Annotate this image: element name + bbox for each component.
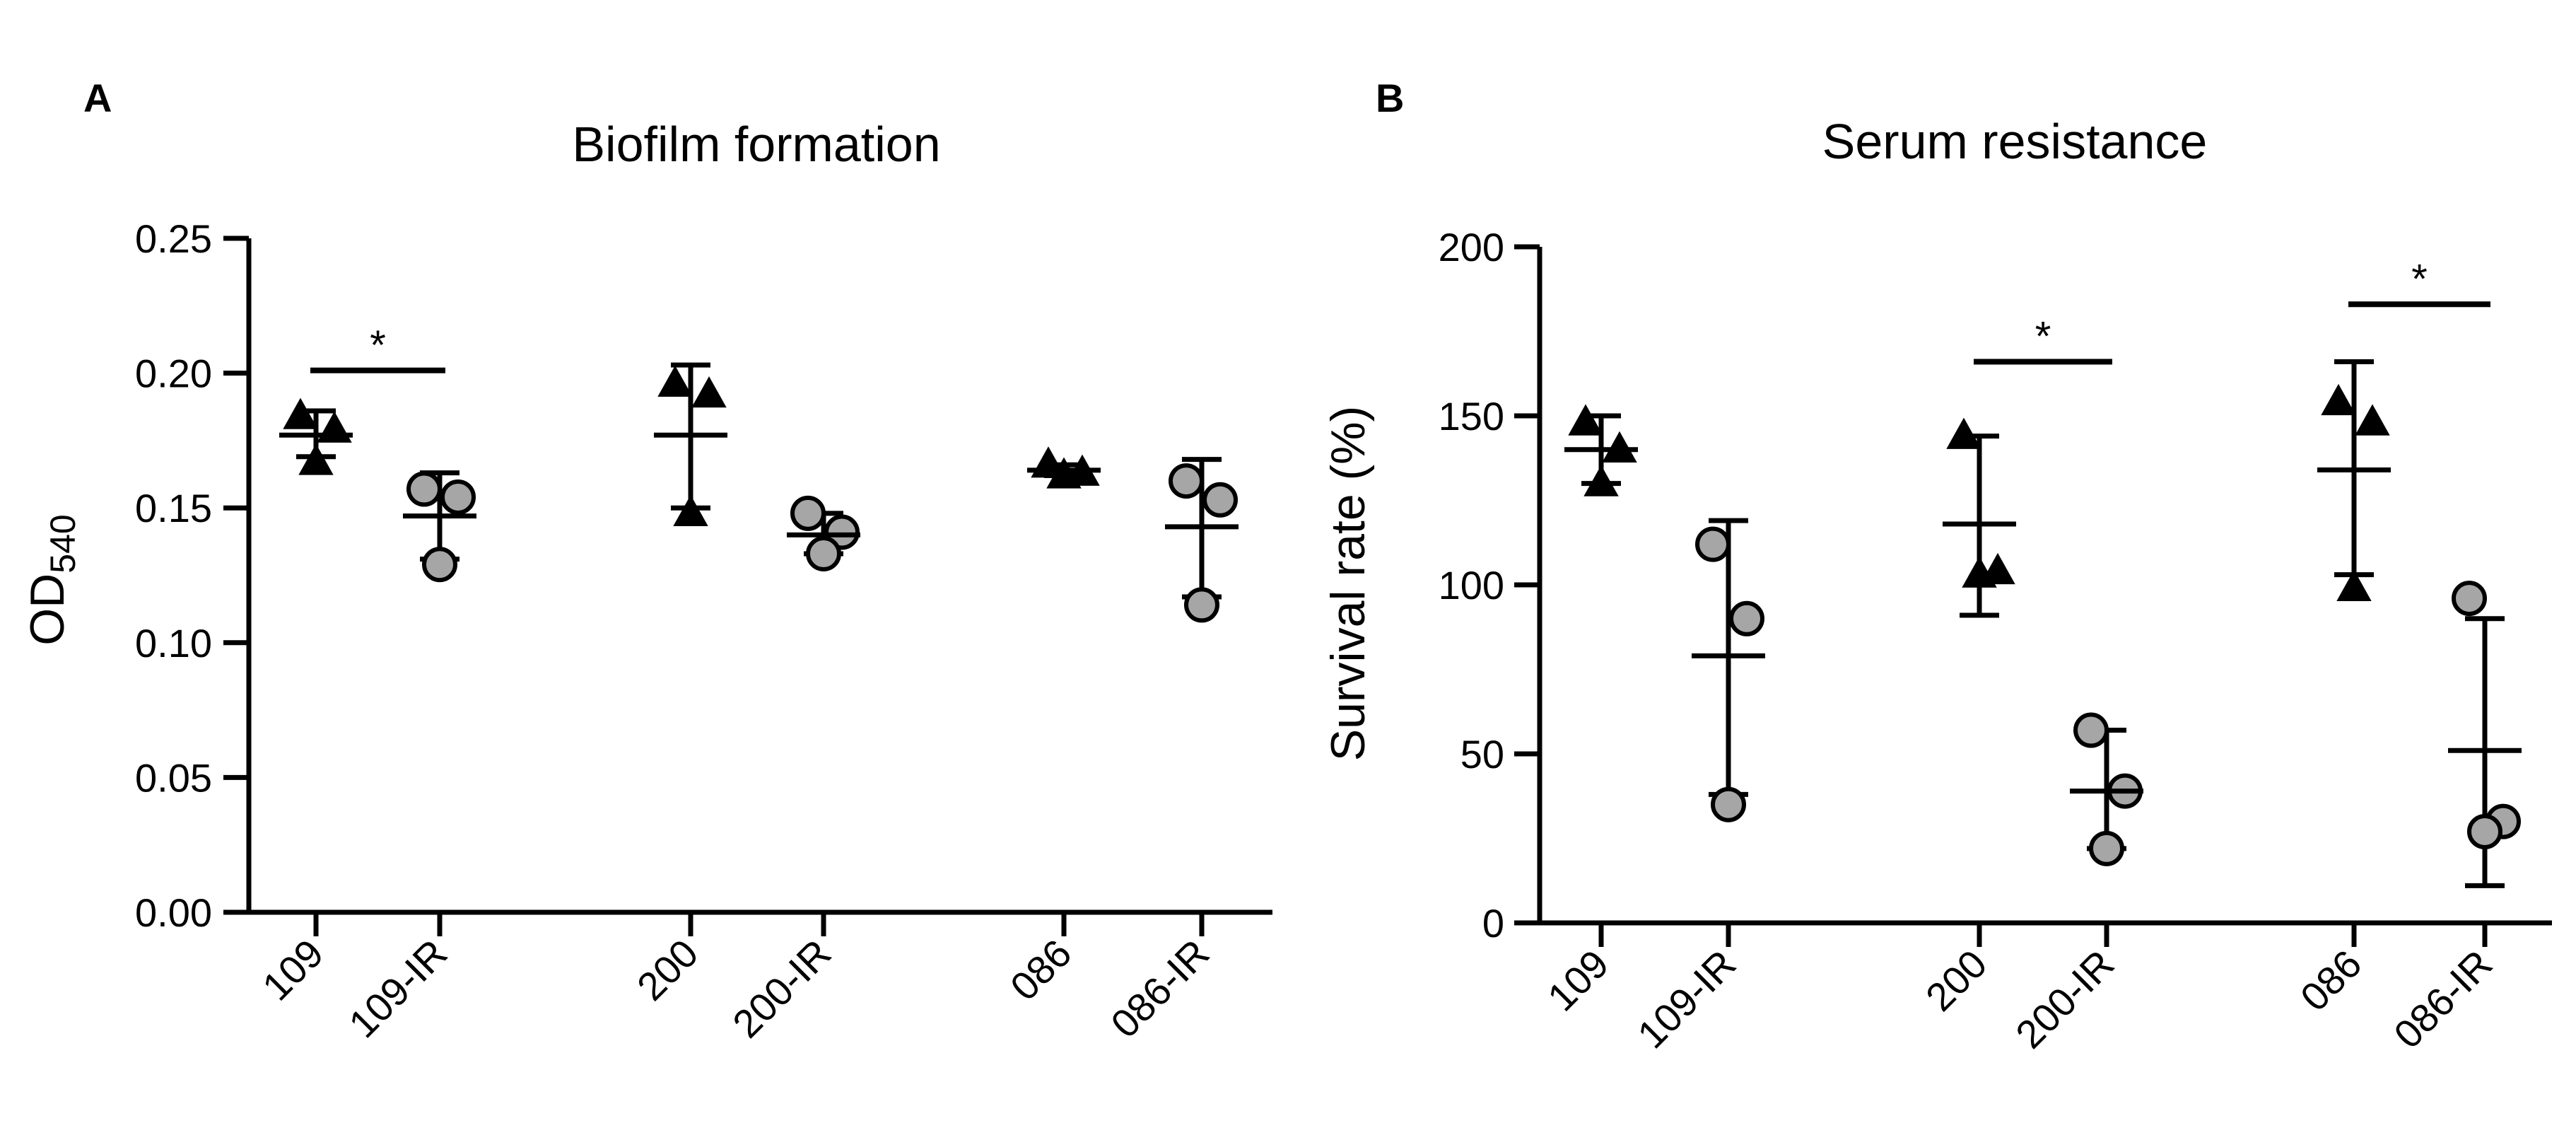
panel-a-y-tick-label: 0.00 <box>135 890 212 935</box>
panel-a-y-tick-label: 0.15 <box>135 486 212 530</box>
panel-a-y-tick-label: 0.20 <box>135 351 212 396</box>
panel-a-group-086 <box>1027 446 1101 489</box>
panel-a-data-point-circle <box>1169 463 1204 499</box>
panel-b-data-point-triangle <box>1583 465 1619 496</box>
panel-a-significance-label: * <box>370 322 386 368</box>
panel-b-x-tick-label: 200-IR <box>2007 941 2122 1057</box>
panel-a-group-109-IR <box>403 470 476 583</box>
panel-b-data-point-circle <box>2467 813 2502 849</box>
panel-b-chart: B Serum resistance Survival rate (%) 0 50… <box>1321 76 2552 1057</box>
panel-b-significance-label: * <box>2411 256 2428 302</box>
panel-a-x-tick-label: 086 <box>1002 931 1080 1009</box>
panel-a-data-point-triangle <box>657 365 693 397</box>
panel-b-title: Serum resistance <box>1822 114 2208 169</box>
panel-a-data-point-circle <box>806 536 841 572</box>
panel-a-group-086-IR <box>1165 457 1239 623</box>
panel-a-marks: * <box>279 322 1239 623</box>
panel-b-data-point-triangle <box>1602 431 1637 463</box>
panel-a-chart: A Biofilm formation OD540 0.000.050.100.… <box>21 76 1272 1046</box>
panel-a-data-point-circle <box>422 547 457 583</box>
panel-b-x-tick-label: 086-IR <box>2385 941 2500 1057</box>
panel-b-x-tick-label: 109 <box>1539 941 1617 1020</box>
panel-a-data-point-triangle <box>673 494 708 527</box>
panel-a-y-axis-label-subscript: 540 <box>43 514 83 573</box>
panel-b-x-tick-label: 109-IR <box>1629 941 1744 1057</box>
panel-a-data-point-triangle <box>1046 457 1082 489</box>
panel-b-group-109 <box>1564 404 1638 496</box>
panel-b-marks: ** <box>1564 256 2522 888</box>
panel-b-y-tick-label: 150 <box>1439 394 1504 438</box>
panel-a-y-axis-label: OD540 <box>21 514 83 645</box>
panel-a-data-point-triangle <box>298 443 334 475</box>
panel-a-data-point-circle <box>1202 482 1238 518</box>
panel-a-data-point-circle <box>790 495 826 531</box>
panel-b-data-point-triangle <box>1946 417 1981 449</box>
panel-a-data-point-triangle <box>283 397 318 429</box>
panel-b-y-tick-label: 0 <box>1482 901 1504 946</box>
panel-a-x-tick-label: 109 <box>254 931 332 1009</box>
panel-b-data-point-triangle <box>1568 404 1603 436</box>
panel-b-group-200 <box>1943 417 2016 618</box>
panel-a-data-point-circle <box>440 479 476 515</box>
panel-b-data-point-circle <box>2073 712 2109 748</box>
panel-a-title: Biofilm formation <box>572 117 940 172</box>
panel-b-significance-label: * <box>2035 314 2051 360</box>
panel-a-y-tick-label: 0.25 <box>135 216 212 261</box>
panel-b-data-point-circle <box>2089 830 2124 866</box>
panel-b-group-086-IR <box>2448 581 2522 888</box>
panel-a-y-tick-label: 0.10 <box>135 621 212 665</box>
panel-b-y-axis-label: Survival rate (%) <box>1321 406 1375 762</box>
panel-b-data-point-triangle <box>2321 383 2356 416</box>
panel-b-data-point-triangle <box>2355 404 2390 436</box>
panel-b-label: B <box>1376 76 1404 120</box>
panel-a-data-point-circle <box>1184 587 1219 623</box>
panel-b-data-point-circle <box>1695 526 1731 562</box>
panel-b-data-point-circle <box>2452 581 2487 617</box>
panel-a-x-tick-label: 109-IR <box>340 931 455 1046</box>
panel-b-data-point-triangle <box>2336 569 2372 601</box>
panel-b-data-point-triangle <box>1962 556 1997 588</box>
panel-b-data-point-circle <box>1711 786 1746 822</box>
panel-b-group-086 <box>2317 359 2391 601</box>
panel-a-group-109 <box>279 397 353 475</box>
panel-a-y-tick-label: 0.05 <box>135 755 212 800</box>
panel-b-group-200-IR <box>2070 712 2143 866</box>
panel-a-x-tick-label: 200-IR <box>724 931 839 1046</box>
panel-a-label: A <box>83 76 112 120</box>
panel-a-group-200 <box>654 362 727 527</box>
panel-a-x-tick-label: 200 <box>628 931 707 1009</box>
panel-b-data-point-circle <box>1729 600 1764 636</box>
panel-a-data-point-circle <box>406 471 442 507</box>
panel-b-y-tick-label: 50 <box>1460 732 1504 777</box>
panel-a-x-tick-label: 086-IR <box>1102 931 1217 1046</box>
panel-b-y-tick-label: 200 <box>1439 225 1504 269</box>
panel-a-axes: 0.00 0.05 0.10 0.15 0.20 0.25 109 109-IR 200 200-… <box>135 216 1272 1046</box>
panel-b-x-tick-label: 086 <box>2292 941 2370 1020</box>
panel-b-group-109-IR <box>1692 518 1765 822</box>
panel-a-data-point-triangle <box>317 411 352 443</box>
panel-a-data-point-triangle <box>691 376 727 408</box>
panel-a-group-200-IR <box>787 495 860 572</box>
panel-b-y-tick-label: 100 <box>1439 563 1504 607</box>
panel-a-y-axis-label-main: OD <box>21 574 74 646</box>
panel-b-x-tick-label: 200 <box>1917 941 1996 1020</box>
